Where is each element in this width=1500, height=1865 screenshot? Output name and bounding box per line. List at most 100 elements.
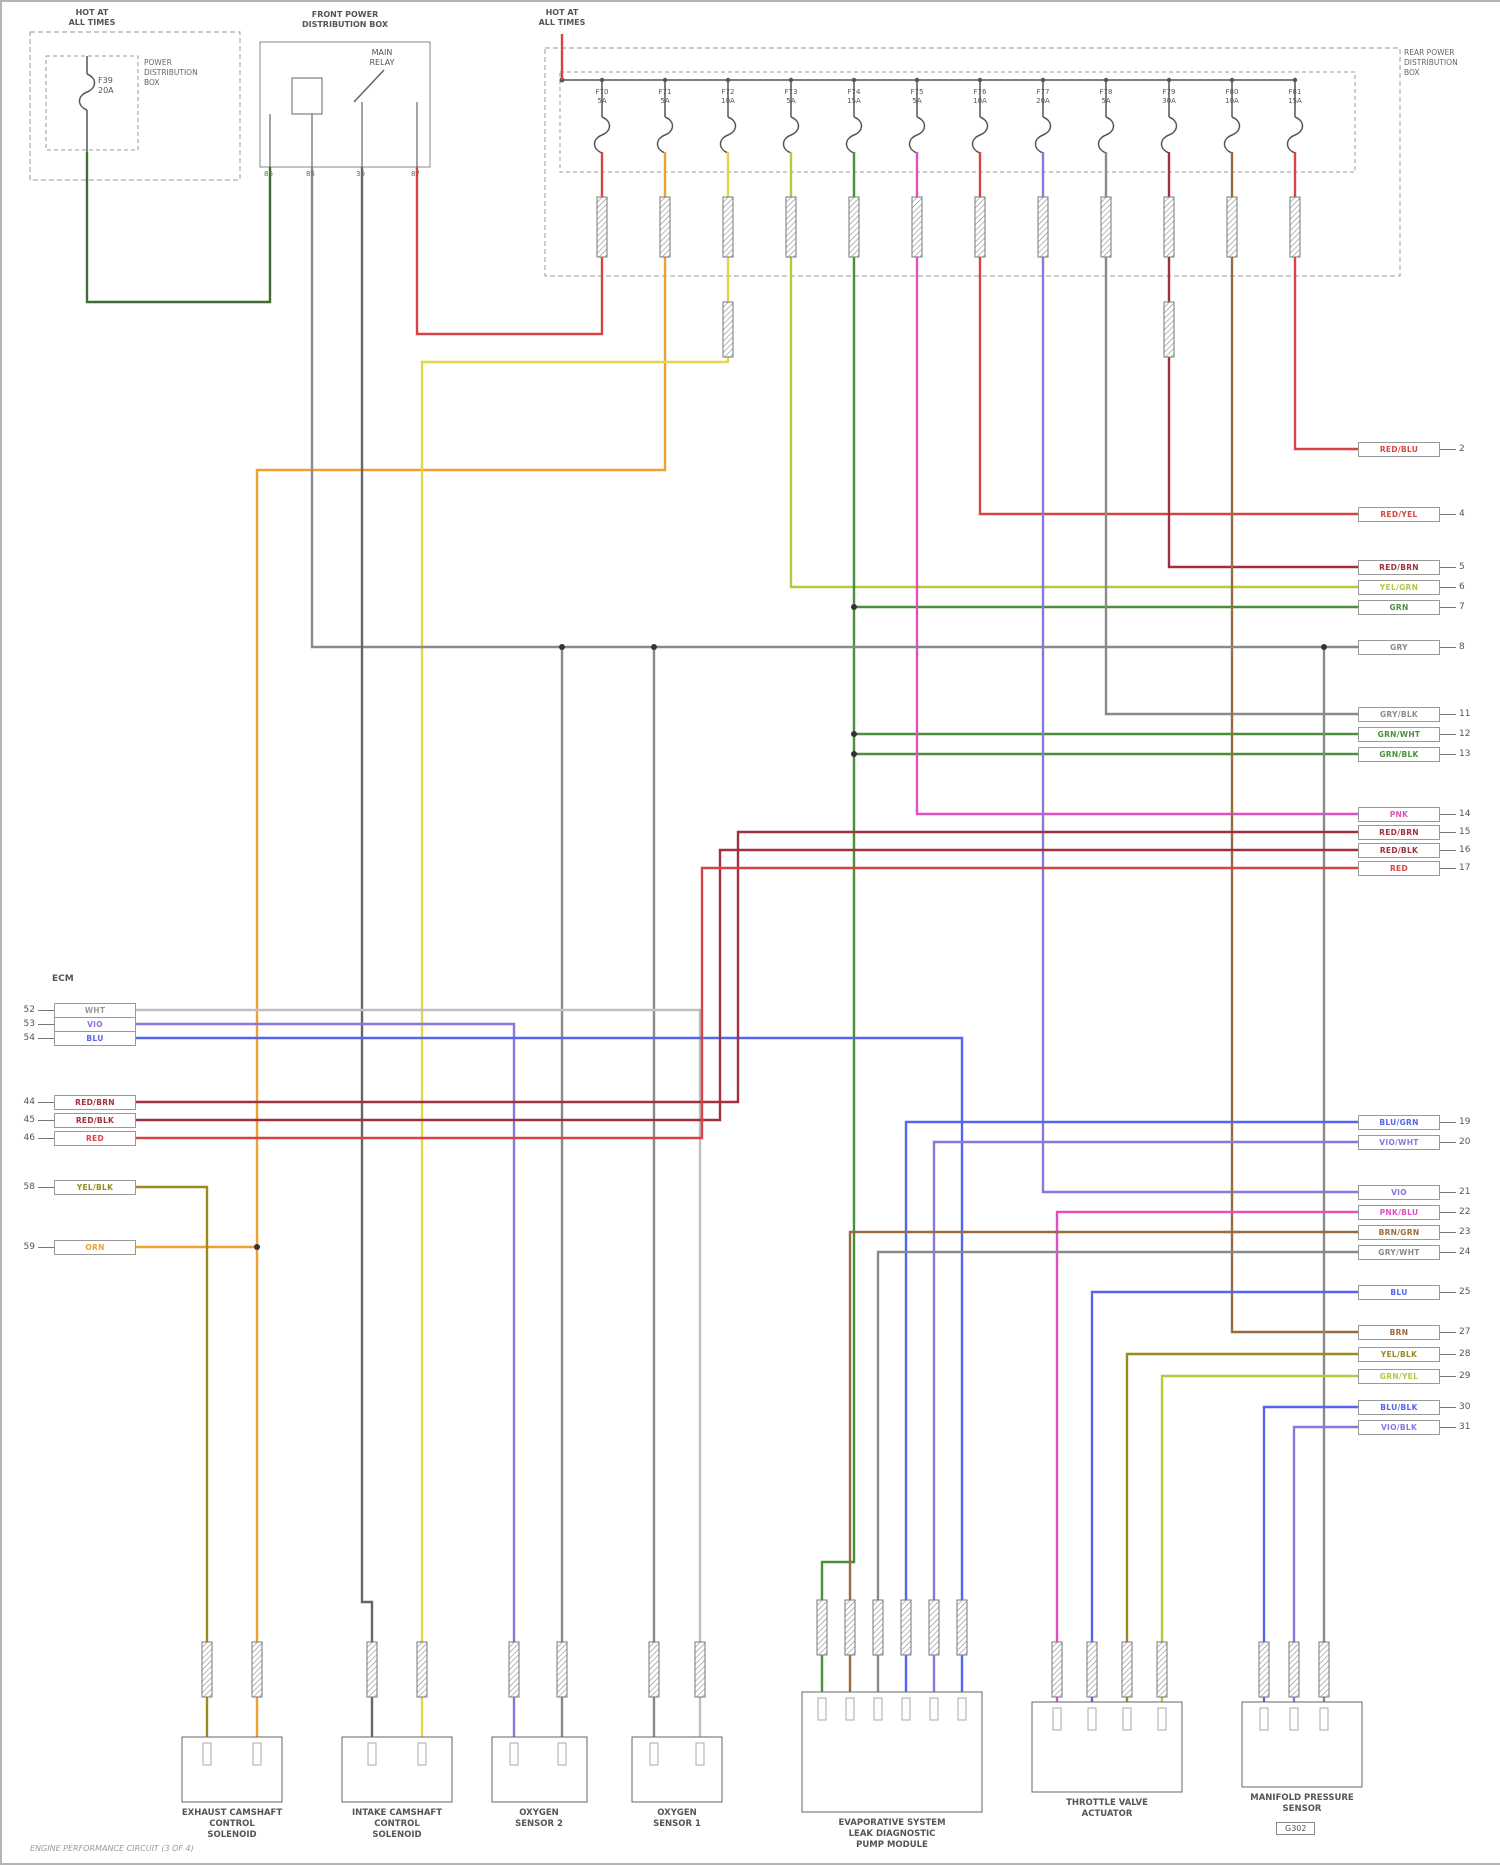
relay-name-line: MAIN — [371, 48, 393, 57]
fuse-name: F73 — [784, 88, 798, 96]
pin-tick — [38, 1137, 54, 1139]
pin-number: 14 — [1459, 809, 1471, 819]
component-label-line: LEAK DIAGNOSTIC — [848, 1829, 936, 1840]
fuse-name: F76 — [973, 88, 987, 96]
wire-code-label: BLU — [54, 1030, 136, 1046]
pin-number: 24 — [1459, 1247, 1471, 1257]
wire-code-label: GRY — [1358, 639, 1440, 655]
wire-label-row: BLU/GRN 19 — [1358, 1114, 1476, 1130]
component-label-line: EVAPORATIVE SYSTEM — [838, 1818, 946, 1828]
pin-tick — [1440, 1121, 1456, 1123]
relay-name-line: RELAY — [369, 58, 395, 67]
header-line: ALL TIMES — [538, 18, 586, 28]
header-line: DISTRIBUTION BOX — [301, 20, 389, 30]
wire-label-row: VIO 21 — [1358, 1184, 1476, 1200]
power-box-label-line: BOX — [144, 77, 160, 87]
wire-label-row: BRN/GRN 23 — [1358, 1224, 1476, 1240]
pin-tick — [1440, 1406, 1456, 1408]
wire-code-label: YEL/BLK — [54, 1179, 136, 1195]
pin-number: 29 — [1459, 1371, 1471, 1381]
wire-code-label: BLU — [1358, 1284, 1440, 1300]
pin-number: 45 — [23, 1115, 35, 1125]
pin-tick — [1440, 646, 1456, 648]
fuse-amp: 5A — [786, 96, 796, 105]
hot-at-all-times-header-mid: HOT AT ALL TIMES — [522, 8, 602, 29]
ground-tag: G302 — [1276, 1822, 1316, 1835]
component-label-line: MANIFOLD PRESSURE — [1250, 1793, 1354, 1803]
pin-tick — [1440, 1251, 1456, 1253]
wire-label-row: GRN/WHT 12 — [1358, 726, 1476, 742]
wire-label-row: 54 BLU — [18, 1030, 136, 1046]
fuse-box-label-line: DISTRIBUTION — [1404, 57, 1458, 67]
fuse-box-label-line: BOX — [1404, 67, 1420, 77]
pin-tick — [38, 1101, 54, 1103]
wire-code-label: RED/BLU — [1358, 441, 1440, 457]
wire-label-row: RED/BRN 15 — [1358, 824, 1476, 840]
pin-number: 31 — [1459, 1422, 1471, 1432]
component-label-line: SENSOR 1 — [653, 1819, 701, 1830]
component-boxes — [181, 1691, 1363, 1813]
pin-number: 23 — [1459, 1227, 1471, 1237]
component-label: OXYGEN SENSOR 1 — [602, 1808, 752, 1830]
pin-tick — [1440, 566, 1456, 568]
fuse-label: F71 5A — [641, 88, 689, 106]
fuse-label: F79 30A — [1145, 88, 1193, 106]
wire-label-row: BLU/BLK 30 — [1358, 1399, 1476, 1415]
pin-number: 28 — [1459, 1349, 1471, 1359]
page-caption: ENGINE PERFORMANCE CIRCUIT (3 OF 4) — [30, 1844, 194, 1853]
wires-group — [85, 34, 1360, 1737]
wire-code-label: VIO — [1358, 1184, 1440, 1200]
pin-number: 8 — [1459, 642, 1465, 652]
pin-number: 17 — [1459, 863, 1471, 873]
pin-number: 21 — [1459, 1187, 1471, 1197]
fuse-amp: 5A — [660, 96, 670, 105]
component-label-line: THROTTLE VALVE — [1066, 1798, 1148, 1808]
component-label-line: INTAKE CAMSHAFT — [351, 1808, 443, 1818]
component-label-line: CONTROL — [374, 1819, 420, 1830]
component-label-line: OXYGEN — [519, 1808, 559, 1818]
wire-label-row: GRY 8 — [1358, 639, 1476, 655]
fuse-bus — [559, 77, 1304, 154]
component-label-line: SENSOR — [1282, 1804, 1322, 1815]
wire-code-label: RED/BLK — [1358, 842, 1440, 858]
fuse-label: F80 10A — [1208, 88, 1256, 106]
pin-tick — [38, 1186, 54, 1188]
fuse-amp: 10A — [721, 96, 735, 105]
fuse-name: F74 — [847, 88, 861, 96]
fuse-amp: 20A — [98, 86, 114, 95]
wire-code-label: GRN — [1358, 599, 1440, 615]
relay-pin-number: 86 — [264, 170, 273, 178]
wire-label-row: 44 RED/BRN — [18, 1094, 136, 1110]
power-box-label-line: DISTRIBUTION — [144, 67, 198, 77]
fuse-label: F74 15A — [830, 88, 878, 106]
component-label-line: EXHAUST CAMSHAFT — [181, 1808, 283, 1818]
pin-number: 25 — [1459, 1287, 1471, 1297]
wire-label-row: 59 ORN — [18, 1239, 136, 1255]
pin-number: 7 — [1459, 602, 1465, 612]
pin-number: 6 — [1459, 582, 1465, 592]
component-label-line: SOLENOID — [207, 1830, 257, 1841]
fuse-name: F79 — [1162, 88, 1176, 96]
fuse-name: F39 — [98, 76, 113, 85]
fuse-name: F81 — [1288, 88, 1302, 96]
pin-tick — [38, 1009, 54, 1011]
pin-number: 15 — [1459, 827, 1471, 837]
wire-label-row: BRN 27 — [1358, 1324, 1476, 1340]
wire-label-row: GRN/BLK 13 — [1358, 746, 1476, 762]
relay-box-header: FRONT POWER DISTRIBUTION BOX — [260, 10, 430, 31]
pin-tick — [1440, 831, 1456, 833]
fuse-box-label-line: REAR POWER — [1404, 48, 1455, 57]
fuse-name: F75 — [910, 88, 924, 96]
fuse-label: F75 5A — [893, 88, 941, 106]
wire-code-label: VIO/BLK — [1358, 1419, 1440, 1435]
fuse-amp: 5A — [1101, 96, 1111, 105]
wire-code-label: GRY/WHT — [1358, 1244, 1440, 1260]
fuse-label: F72 10A — [704, 88, 752, 106]
wire-code-label: GRY/BLK — [1358, 706, 1440, 722]
wire-code-label: RED/BLK — [54, 1112, 136, 1128]
pin-tick — [1440, 1375, 1456, 1377]
pin-number: 53 — [23, 1019, 35, 1029]
wire-code-label: RED/BRN — [1358, 559, 1440, 575]
